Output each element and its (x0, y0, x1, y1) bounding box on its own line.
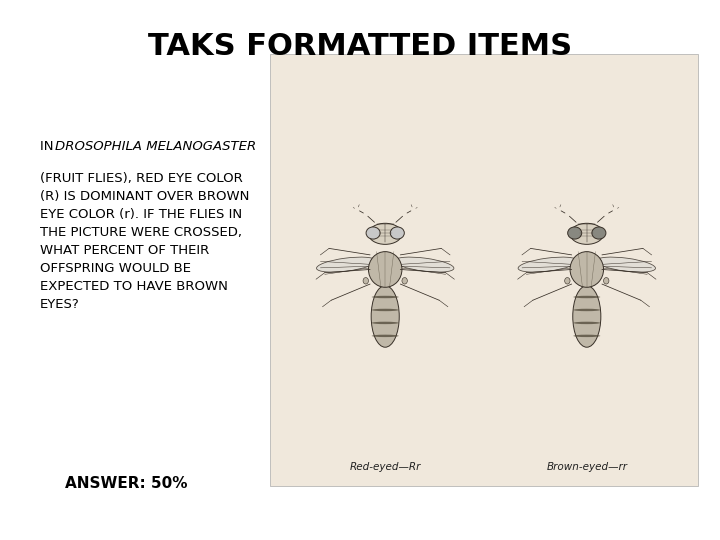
Ellipse shape (573, 309, 600, 311)
Text: ANSWER: 50%: ANSWER: 50% (65, 476, 187, 491)
Ellipse shape (372, 286, 400, 347)
Ellipse shape (372, 335, 399, 337)
Ellipse shape (596, 257, 655, 272)
Ellipse shape (573, 296, 600, 298)
Ellipse shape (402, 278, 408, 284)
Text: Brown-eyed—rr: Brown-eyed—rr (546, 462, 627, 472)
Ellipse shape (518, 257, 577, 272)
Ellipse shape (564, 278, 570, 284)
Ellipse shape (369, 224, 402, 244)
Text: DROSOPHILA MELANOGASTER: DROSOPHILA MELANOGASTER (55, 140, 257, 153)
Ellipse shape (366, 227, 380, 239)
Ellipse shape (317, 257, 376, 272)
Text: TAKS FORMATTED ITEMS: TAKS FORMATTED ITEMS (148, 32, 572, 62)
Ellipse shape (372, 322, 399, 324)
Ellipse shape (567, 227, 582, 239)
Text: (FRUIT FLIES), RED EYE COLOR
(R) IS DOMINANT OVER BROWN
EYE COLOR (r). IF THE FL: (FRUIT FLIES), RED EYE COLOR (R) IS DOMI… (40, 172, 249, 310)
Ellipse shape (390, 227, 405, 239)
Ellipse shape (363, 278, 369, 284)
Ellipse shape (369, 252, 402, 287)
Ellipse shape (570, 252, 603, 287)
Ellipse shape (592, 227, 606, 239)
Ellipse shape (573, 286, 600, 347)
Ellipse shape (372, 309, 399, 311)
Ellipse shape (570, 224, 603, 244)
Bar (270, 54, 698, 486)
Ellipse shape (372, 296, 399, 298)
Text: IN: IN (40, 140, 58, 153)
Ellipse shape (395, 257, 454, 272)
Ellipse shape (573, 322, 600, 324)
Text: Red-eyed—Rr: Red-eyed—Rr (349, 462, 421, 472)
Ellipse shape (603, 278, 609, 284)
Ellipse shape (573, 335, 600, 337)
